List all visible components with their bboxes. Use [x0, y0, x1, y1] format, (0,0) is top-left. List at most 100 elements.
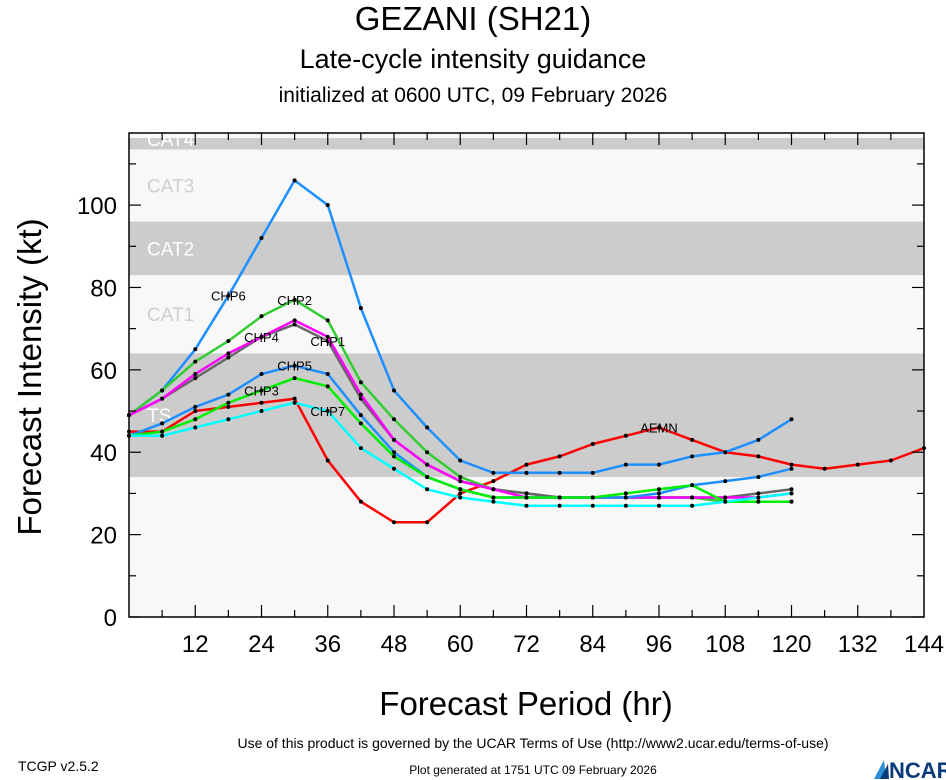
series-chp3	[127, 376, 794, 504]
data-point	[458, 491, 463, 496]
data-point	[392, 454, 396, 459]
data-point	[756, 474, 761, 479]
data-point	[193, 371, 198, 376]
initialization-time: initialized at 0600 UTC, 09 February 202…	[278, 84, 668, 107]
band-cat1	[129, 275, 924, 354]
data-point	[524, 470, 529, 475]
data-point	[557, 503, 562, 508]
data-point	[657, 503, 661, 508]
data-point	[623, 495, 628, 500]
data-point	[259, 371, 264, 376]
series-chp6	[127, 178, 794, 475]
data-point	[657, 495, 661, 500]
data-point	[425, 474, 430, 479]
data-point	[425, 487, 430, 492]
band-label-cat2: CAT2	[147, 239, 194, 260]
x-tick-label: 144	[904, 631, 944, 658]
data-point	[623, 462, 628, 467]
data-point	[193, 425, 198, 430]
data-point	[590, 495, 595, 500]
data-point	[458, 487, 463, 492]
data-point	[358, 499, 363, 504]
data-point	[723, 479, 728, 484]
x-tick-label: 24	[248, 631, 275, 658]
x-tick-label: 120	[771, 631, 811, 658]
series-label-chp4: CHP4	[244, 330, 279, 345]
data-point	[292, 178, 297, 183]
data-point	[723, 499, 728, 504]
data-point	[259, 236, 264, 241]
data-point	[292, 376, 297, 381]
data-point	[160, 396, 165, 401]
data-point	[358, 421, 363, 426]
data-point	[193, 376, 198, 381]
data-point	[193, 409, 198, 414]
data-point	[358, 380, 363, 385]
x-tick-label: 132	[838, 631, 878, 658]
data-point	[226, 417, 231, 422]
data-point	[392, 388, 396, 393]
band-label-cat4: CAT4	[147, 130, 195, 151]
data-point	[226, 355, 231, 360]
y-tick-label: 0	[104, 605, 117, 632]
data-point	[458, 495, 463, 500]
data-point	[855, 462, 860, 467]
data-point	[392, 450, 396, 455]
series-chp7	[127, 400, 794, 508]
series-label-chp2: CHP2	[277, 293, 312, 308]
data-point	[756, 454, 761, 459]
data-point	[623, 503, 628, 508]
data-point	[524, 491, 529, 496]
y-tick-label: 40	[90, 440, 117, 467]
data-point	[193, 359, 198, 364]
data-point	[756, 499, 761, 504]
data-point	[557, 495, 562, 500]
data-point	[690, 503, 695, 508]
data-point	[325, 334, 330, 339]
data-point	[226, 400, 231, 405]
data-point	[590, 470, 595, 475]
data-point	[292, 400, 297, 405]
data-point	[657, 462, 661, 467]
data-point	[325, 384, 330, 389]
data-point	[491, 495, 496, 500]
data-point	[756, 495, 761, 500]
data-point	[160, 421, 165, 426]
data-point	[392, 466, 396, 471]
chart-subtitle: Late-cycle intensity guidance	[299, 44, 647, 74]
data-point	[557, 454, 562, 459]
data-point	[590, 441, 595, 446]
x-tick-label: 96	[646, 631, 673, 658]
data-point	[325, 458, 330, 463]
x-axis-label: Forecast Period (hr)	[379, 685, 673, 722]
data-point	[723, 450, 728, 455]
data-point	[259, 314, 264, 319]
data-point	[458, 479, 463, 484]
data-point	[226, 351, 231, 356]
data-point	[822, 466, 827, 471]
y-tick-label: 80	[90, 275, 117, 302]
data-point	[723, 495, 728, 500]
data-point	[888, 458, 893, 463]
data-point	[259, 388, 264, 393]
data-point	[392, 417, 396, 422]
band-cat2	[129, 221, 924, 276]
data-point	[789, 487, 794, 492]
data-point	[292, 318, 297, 323]
data-point	[657, 425, 661, 430]
y-tick-label: 60	[90, 358, 117, 385]
data-point	[292, 322, 297, 327]
data-point	[425, 450, 430, 455]
data-point	[425, 425, 430, 430]
data-point	[325, 409, 330, 414]
data-point	[491, 499, 496, 504]
series-label-aemn: AEMN	[640, 421, 678, 436]
chart-title: GEZANI (SH21)	[354, 0, 592, 37]
x-tick-label: 72	[513, 631, 540, 658]
data-point	[690, 483, 695, 488]
x-tick-label: 84	[579, 631, 606, 658]
data-point	[789, 417, 794, 422]
data-point	[292, 363, 297, 368]
data-point	[623, 491, 628, 496]
data-point	[358, 446, 363, 451]
